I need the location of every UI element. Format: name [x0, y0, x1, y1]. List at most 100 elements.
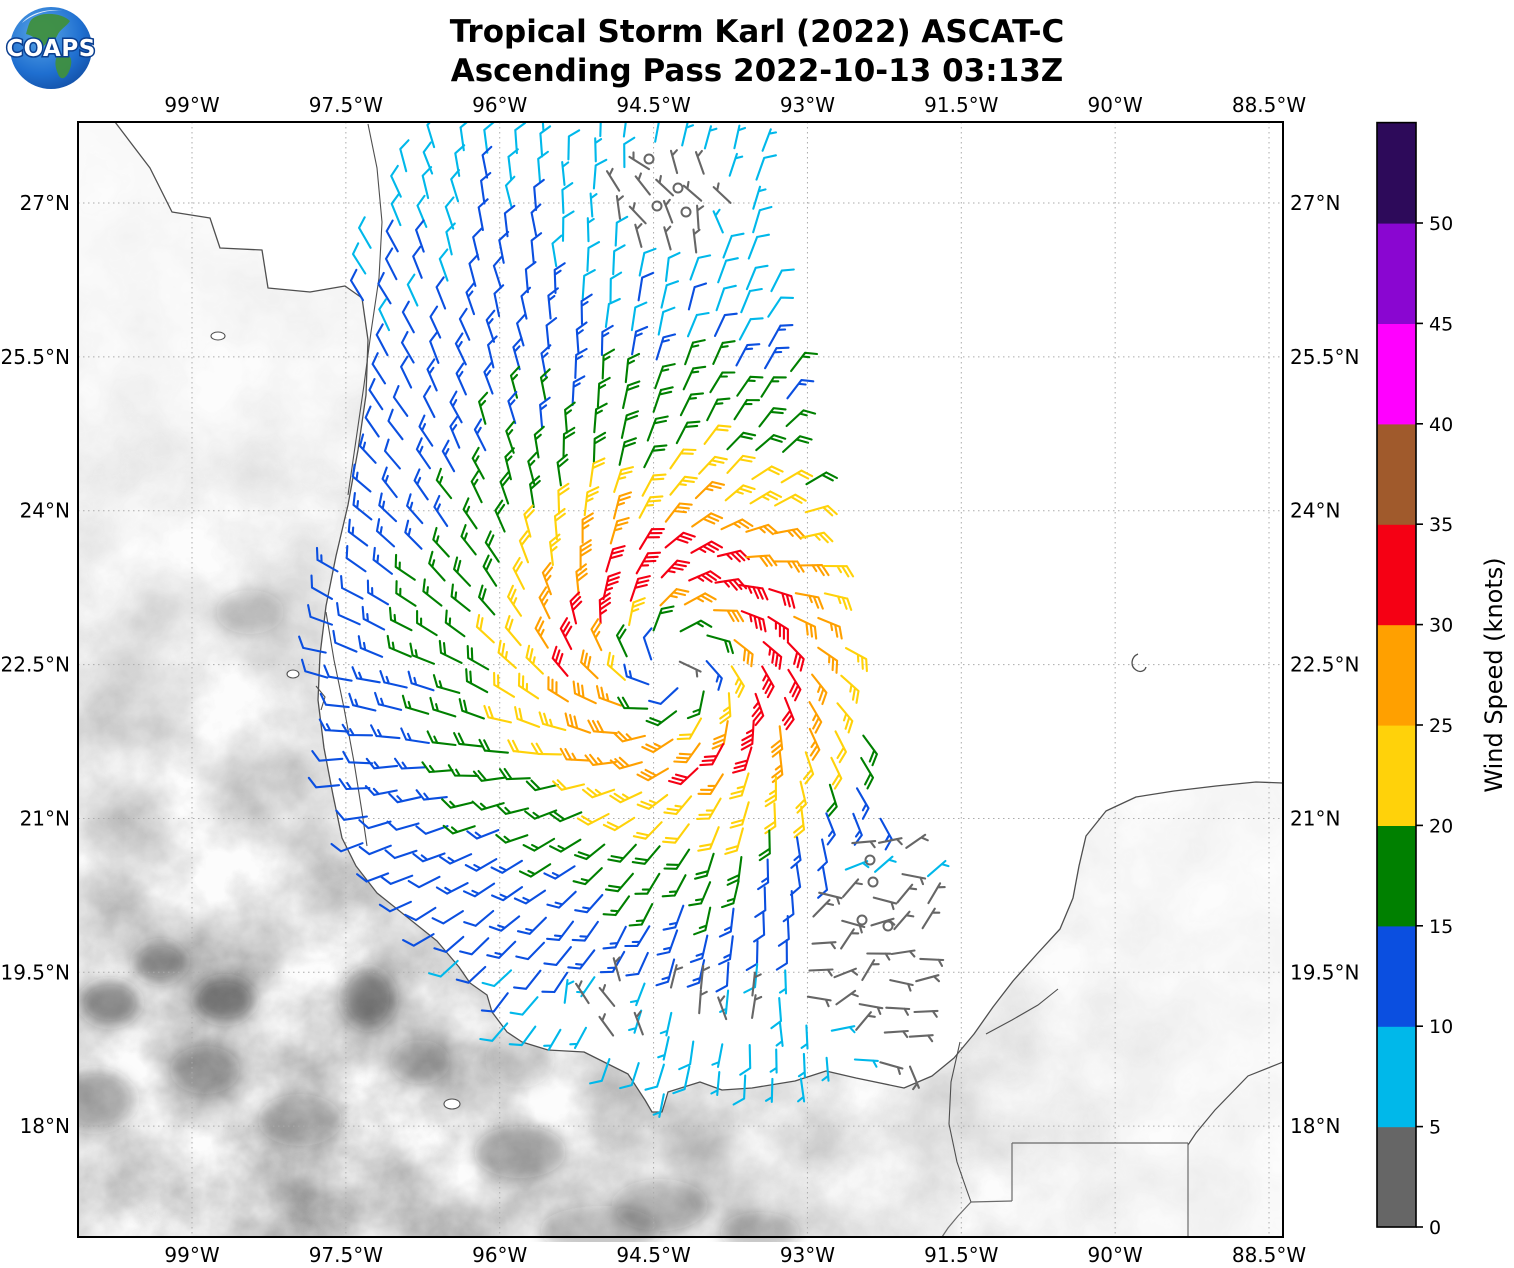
lon-tick-label-top: 94.5°W: [616, 93, 691, 117]
wind-barb: [385, 219, 399, 253]
wind-barb: [433, 935, 465, 953]
wind-barb: [483, 361, 494, 395]
wind-barb: [689, 254, 712, 281]
wind-barb: [720, 518, 754, 531]
coaps-logo: COAPS: [5, 7, 97, 89]
wind-barb: [415, 437, 432, 470]
wind-barb: [429, 305, 442, 339]
wind-barb: [547, 676, 569, 703]
wind-barb: [435, 882, 469, 895]
lon-tick-label-top: 88.5°W: [1232, 93, 1307, 117]
wind-barb: [590, 618, 603, 652]
wind-barb: [706, 397, 731, 422]
wind-barb: [817, 646, 839, 674]
wind-barb: [830, 1025, 856, 1034]
wind-barb: [718, 935, 734, 966]
wind-barb: [808, 968, 834, 977]
wind-barb: [465, 282, 476, 316]
colorbar-segment: [1377, 925, 1416, 1027]
wind-barb: [738, 317, 764, 341]
wind-barb: [298, 635, 327, 654]
wind-barb: [844, 647, 868, 673]
wind-barb: [383, 438, 401, 470]
wind-barb: [830, 756, 843, 790]
wind-barb: [694, 149, 705, 175]
wind-barb: [607, 843, 637, 863]
terrain-blob: [80, 981, 140, 1025]
figure-title: Tropical Storm Karl (2022) ASCAT-C: [450, 14, 1065, 50]
lon-tick-label-bottom: 91.5°W: [924, 1243, 999, 1264]
wind-barb: [711, 720, 729, 750]
wind-barb: [428, 959, 459, 978]
wind-barb: [790, 351, 819, 373]
wind-barb: [758, 829, 771, 862]
wind-barb: [340, 574, 364, 600]
small-island: [443, 1098, 461, 1110]
wind-barb: [686, 959, 706, 988]
wind-barb: [395, 580, 417, 607]
terrain-blob: [720, 1212, 800, 1242]
wind-barb: [412, 245, 423, 279]
wind-barb: [678, 660, 702, 678]
wind-barb: [352, 491, 373, 521]
wind-barb: [657, 306, 676, 336]
wind-barb: [392, 385, 409, 417]
wind-barb: [492, 255, 503, 289]
wind-barb: [368, 378, 384, 411]
wind-barb: [703, 424, 732, 445]
wind-barb: [477, 198, 489, 232]
wind-barb: [514, 706, 541, 728]
wind-barb: [553, 507, 566, 541]
wind-barb: [459, 937, 490, 956]
wind-barb: [760, 376, 787, 398]
wind-barb: [586, 241, 601, 272]
wind-barb: [614, 215, 629, 247]
wind-barb: [662, 823, 690, 844]
wind-barb: [571, 375, 586, 407]
wind-barb: [770, 725, 784, 758]
wind-barb: [393, 757, 426, 770]
wind-barb: [905, 833, 929, 849]
wind-barb: [655, 174, 675, 197]
wind-barb: [726, 855, 743, 886]
wind-barb: [762, 641, 783, 670]
wind-barb: [817, 616, 843, 640]
wind-barb: [507, 390, 518, 425]
wind-barb: [635, 551, 662, 575]
wind-barb: [381, 466, 398, 499]
calm-wind-circle: [882, 920, 894, 932]
terrain-blob: [258, 1094, 342, 1146]
wind-barb: [311, 750, 344, 762]
wind-barb: [641, 473, 667, 497]
wind-barb: [512, 556, 525, 590]
wind-barb: [569, 591, 583, 625]
wind-barb: [409, 642, 436, 665]
wind-barb: [379, 670, 408, 689]
wind-barb: [687, 282, 708, 311]
wind-barb: [400, 355, 413, 389]
wind-barb: [418, 414, 434, 447]
wind-barb: [547, 287, 559, 320]
wind-barb: [749, 490, 783, 505]
wind-barb: [751, 465, 784, 481]
wind-barb: [450, 583, 471, 612]
wind-barb: [490, 859, 523, 874]
wind-barb: [622, 380, 641, 410]
wind-barb: [541, 971, 569, 994]
wind-barb: [672, 1065, 691, 1095]
wind-barb: [513, 969, 542, 990]
map-frame: [77, 121, 1284, 1238]
wind-barb: [740, 719, 755, 751]
wind-barb: [581, 787, 616, 799]
wind-barb-field: [298, 122, 950, 1118]
wind-barb: [384, 849, 418, 860]
wind-barb: [471, 800, 505, 811]
wind-barb: [415, 789, 448, 801]
wind-barb: [487, 335, 498, 369]
wind-barb: [919, 957, 945, 967]
calm-wind-circle: [867, 876, 879, 888]
lon-tick-label-top: 91.5°W: [924, 93, 999, 117]
wind-barb: [771, 750, 784, 784]
lon-tick-label-top: 93°W: [780, 93, 835, 117]
wind-barb: [770, 268, 795, 293]
